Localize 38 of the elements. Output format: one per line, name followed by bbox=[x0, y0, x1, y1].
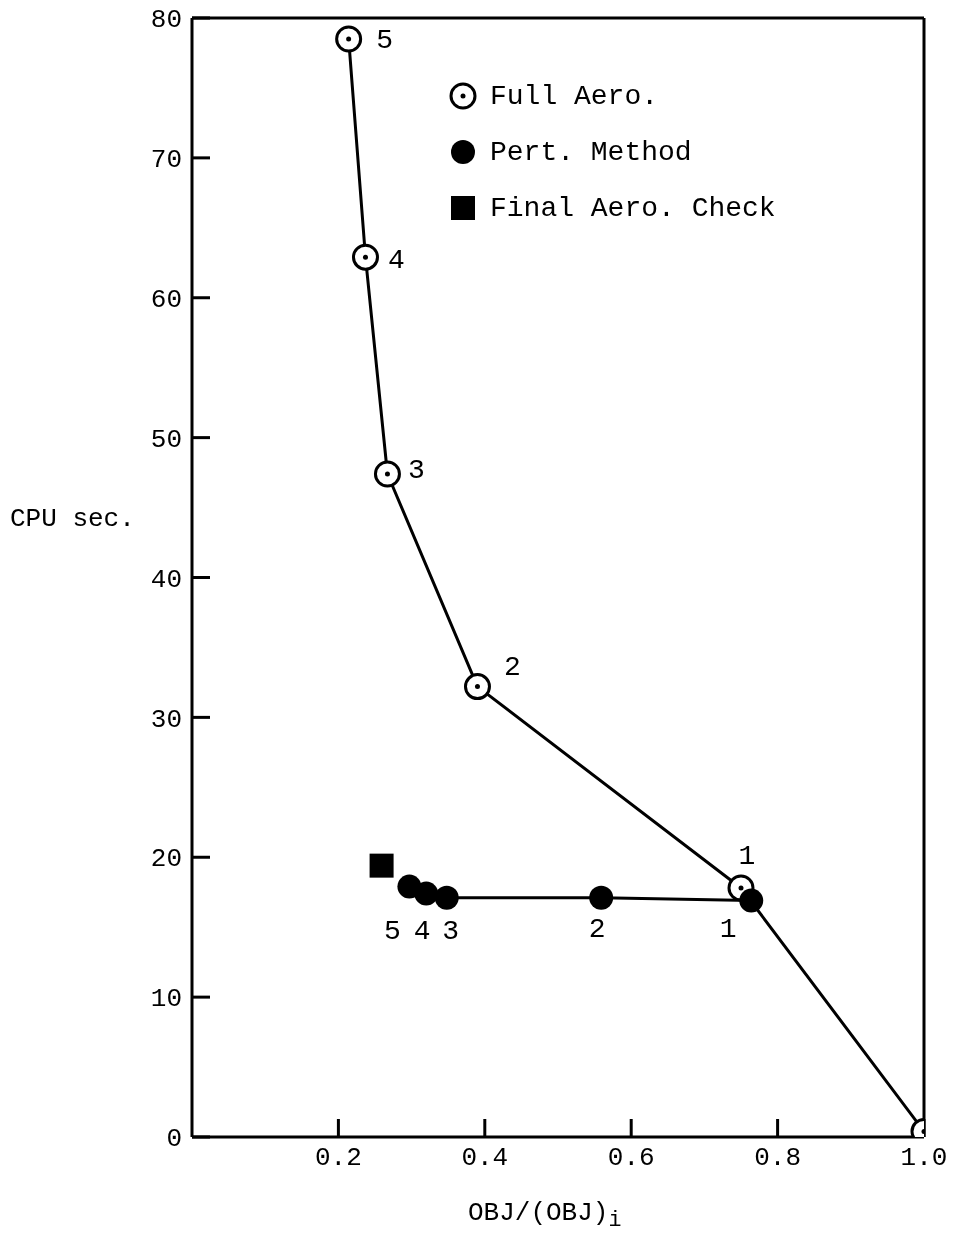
point bbox=[414, 881, 439, 906]
y-tick-label: 20 bbox=[150, 844, 182, 875]
annotation: 1 bbox=[719, 914, 737, 946]
x-tick-label: 0.6 bbox=[607, 1143, 655, 1174]
annotation: 2 bbox=[588, 914, 606, 946]
x-axis-title: OBJ/(OBJ)$_{i}$ bbox=[468, 1198, 622, 1234]
legend-label: Pert. Method bbox=[490, 136, 692, 168]
legend-label: Final Aero. Check bbox=[490, 192, 776, 224]
point bbox=[739, 888, 764, 913]
y-tick-label: 50 bbox=[150, 424, 182, 455]
annotation: 1 bbox=[738, 840, 756, 872]
y-tick-label: 30 bbox=[150, 704, 182, 735]
y-tick-label: 0 bbox=[166, 1124, 182, 1155]
annotation: 2 bbox=[504, 652, 521, 684]
annotation: 5 bbox=[384, 916, 401, 948]
annotation: 4 bbox=[413, 916, 431, 948]
point bbox=[351, 243, 379, 271]
point bbox=[434, 885, 459, 910]
annotation: 5 bbox=[376, 25, 394, 57]
y-tick-label: 40 bbox=[150, 564, 182, 595]
x-tick-label: 0.2 bbox=[314, 1143, 362, 1174]
x-tick-label: 0.8 bbox=[754, 1143, 802, 1174]
x-tick-label: 0.4 bbox=[461, 1143, 509, 1174]
annotation: 3 bbox=[442, 916, 460, 948]
x-tick-label: 1.0 bbox=[900, 1143, 948, 1174]
y-axis-title: CPU sec. bbox=[10, 504, 135, 534]
y-tick-label: 70 bbox=[150, 145, 182, 176]
legend-label: Full Aero. bbox=[490, 80, 659, 112]
y-tick-label: 80 bbox=[150, 5, 182, 36]
y-tick-label: 60 bbox=[150, 284, 182, 315]
point bbox=[589, 885, 614, 910]
annotation: 3 bbox=[408, 455, 425, 487]
point bbox=[373, 460, 401, 488]
y-tick-label: 10 bbox=[150, 984, 182, 1015]
annotation: 4 bbox=[388, 244, 405, 276]
point bbox=[463, 673, 491, 701]
point bbox=[335, 25, 363, 53]
point bbox=[369, 853, 394, 878]
